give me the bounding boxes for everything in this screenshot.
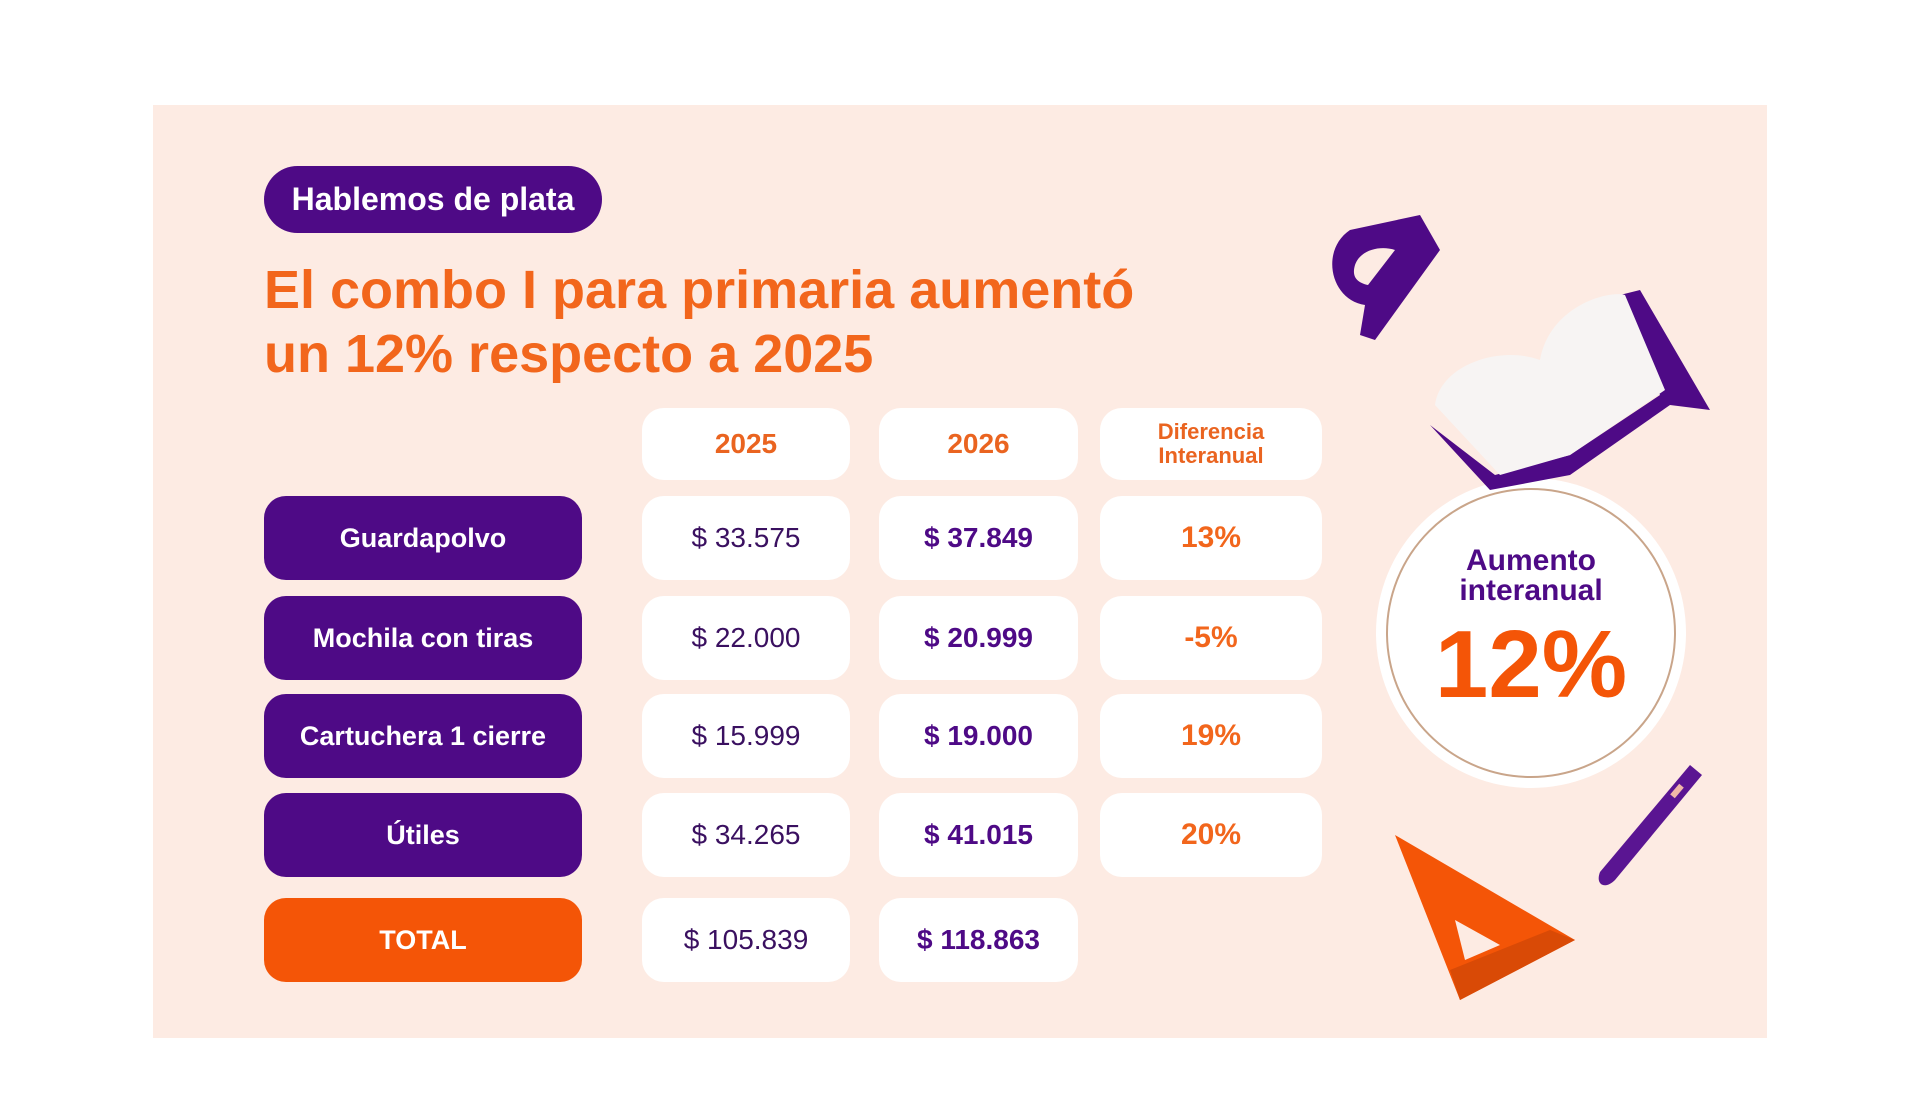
headline: El combo I para primaria aumentó un 12% … [264,258,1134,386]
difference-value: 20% [1100,793,1322,877]
section-badge: Hablemos de plata [264,166,602,233]
value-2026: $ 19.000 [879,694,1078,778]
header-2026: 2026 [879,408,1078,480]
row-label: Cartuchera 1 cierre [264,694,582,778]
row-label: Útiles [264,793,582,877]
value-2025: $ 15.999 [642,694,850,778]
difference-value: -5% [1100,596,1322,680]
protractor-icon [1332,215,1440,340]
row-label: Mochila con tiras [264,596,582,680]
annual-increase-value: 12% [1434,611,1628,718]
value-2026: $ 37.849 [879,496,1078,580]
row-label: Guardapolvo [264,496,582,580]
pen-icon [1598,765,1702,886]
annual-increase-label: Aumento interanual [1459,544,1603,607]
value-2025: $ 22.000 [642,596,850,680]
open-book-icon [1430,290,1710,490]
difference-value: 19% [1100,694,1322,778]
headline-line-1: El combo I para primaria aumentó [264,260,1135,320]
header-difference: Diferencia Interanual [1100,408,1322,480]
total-2026: $ 118.863 [879,898,1078,982]
total-label: TOTAL [264,898,582,982]
headline-line-2: un 12% respecto a 2025 [264,324,874,384]
annual-increase-circle: Aumento interanual 12% [1376,478,1686,788]
total-2025: $ 105.839 [642,898,850,982]
value-2025: $ 34.265 [642,793,850,877]
value-2025: $ 33.575 [642,496,850,580]
difference-value: 13% [1100,496,1322,580]
value-2026: $ 20.999 [879,596,1078,680]
set-square-icon [1395,835,1575,1000]
header-2025: 2025 [642,408,850,480]
value-2026: $ 41.015 [879,793,1078,877]
